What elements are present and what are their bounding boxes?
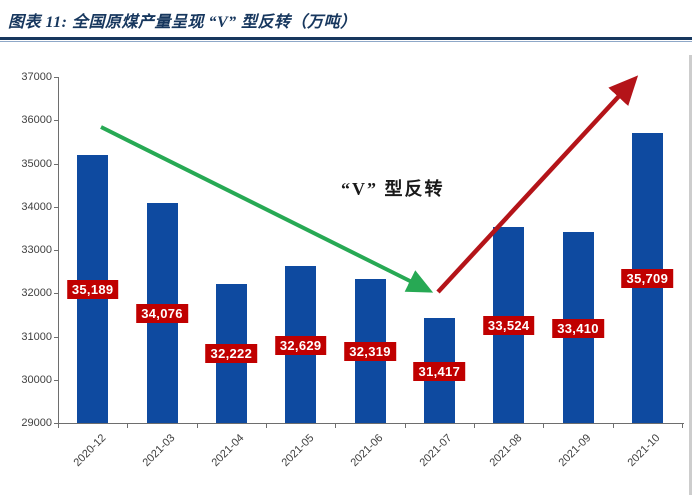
x-tick-mark (682, 424, 683, 428)
x-tick-mark (127, 424, 129, 428)
y-tick-mark (54, 206, 58, 208)
x-tick-mark (335, 424, 337, 428)
x-tick-label: 2021-06 (348, 432, 386, 470)
y-tick-mark (54, 379, 58, 381)
x-tick-label: 2021-08 (487, 432, 525, 470)
x-tick-label: 2021-09 (556, 432, 594, 470)
y-tick-label: 35000 (21, 157, 52, 170)
y-tick-label: 36000 (21, 114, 52, 127)
bar-value-label: 32,629 (274, 335, 327, 355)
y-tick-mark (54, 163, 58, 165)
y-tick-label: 32000 (21, 287, 52, 300)
x-tick-label: 2020-12 (71, 432, 109, 470)
x-tick-mark (266, 424, 267, 428)
y-tick-label: 30000 (21, 373, 52, 386)
x-tick-mark (612, 424, 614, 428)
y-tick-label: 37000 (21, 71, 52, 83)
v-reversal-annotation: “V” 型反转 (341, 179, 445, 199)
y-axis-line (58, 77, 59, 423)
y-tick-mark (54, 77, 58, 78)
y-tick-mark (54, 336, 58, 338)
x-tick-label: 2021-07 (417, 432, 455, 470)
y-tick-label: 29000 (21, 417, 52, 429)
x-tick-label: 2021-04 (209, 432, 247, 470)
rebound-arrow (436, 75, 639, 294)
x-tick-mark (196, 424, 198, 428)
y-tick-label: 33000 (21, 244, 52, 256)
x-tick-label: 2021-03 (140, 432, 178, 470)
x-tick-label: 2021-05 (279, 432, 317, 470)
bar-value-label: 32,319 (344, 342, 396, 362)
bar-value-label: 35,189 (66, 280, 119, 300)
x-tick-mark (474, 424, 475, 428)
x-tick-mark (543, 424, 545, 428)
y-tick-mark (54, 293, 58, 295)
x-tick-mark (58, 424, 59, 428)
chart-title: 图表 11: 全国原煤产量呈现 “V” 型反转（万吨） (8, 14, 357, 31)
coal-production-bar-chart: 29000 30000 31000 32000 33000 34000 35000 36000… (0, 44, 692, 495)
bar-value-label: 33,410 (552, 318, 604, 338)
title-divider-shadow (0, 41, 692, 42)
y-tick-mark (54, 250, 58, 251)
x-axis-line (58, 423, 684, 424)
x-tick-mark (404, 424, 406, 428)
bar-value-label: 32,222 (205, 344, 258, 364)
bar-value-label: 33,524 (482, 316, 535, 336)
bar-value-label: 35,709 (621, 268, 674, 288)
title-divider (0, 37, 692, 40)
y-tick-mark (54, 120, 58, 122)
y-tick-label: 31000 (21, 330, 52, 343)
bar-value-label: 34,076 (136, 304, 188, 324)
y-tick-mark (54, 423, 58, 424)
panel-right-border (689, 55, 692, 495)
bar-value-label: 31,417 (413, 361, 466, 381)
x-tick-label: 2021-10 (625, 432, 663, 470)
y-tick-label: 34000 (21, 200, 52, 213)
